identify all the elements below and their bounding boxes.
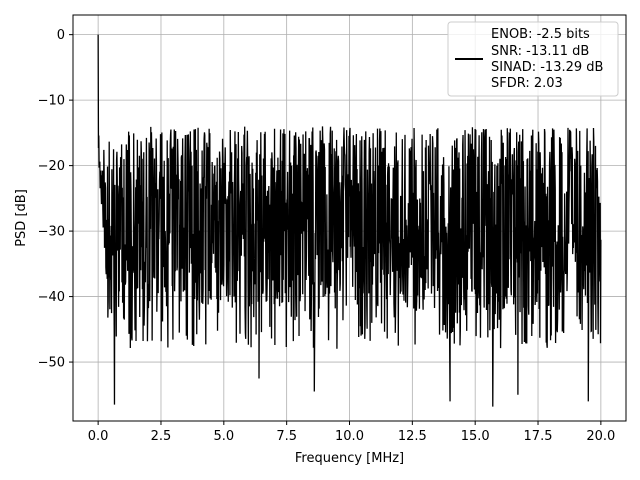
x-tick-label: 12.5 [398, 429, 427, 444]
y-tick-label: 0 [57, 28, 65, 43]
y-tick-label: −30 [38, 225, 65, 240]
y-axis-label: PSD [dB] [14, 189, 29, 247]
y-tick-label: −10 [38, 94, 65, 109]
series-layer [97, 34, 602, 407]
x-tick-label: 5.0 [213, 429, 234, 444]
x-tick-label: 0.0 [88, 429, 109, 444]
x-tick-label: 15.0 [461, 429, 490, 444]
x-tick-label: 10.0 [335, 429, 364, 444]
series-line [97, 34, 602, 407]
legend-box [447, 21, 619, 97]
legend-line-snr: SNR: -13.11 dB [491, 44, 589, 59]
y-tick-label: −50 [38, 356, 65, 371]
legend-line-enob: ENOB: -2.5 bits [491, 27, 590, 42]
x-tick-label: 2.5 [151, 429, 172, 444]
legend: ENOB: -2.5 bits SNR: -13.11 dB SINAD: -1… [447, 21, 619, 97]
x-tick-label: 20.0 [586, 429, 615, 444]
y-tick-label: −40 [38, 290, 65, 305]
legend-line-sfdr: SFDR: 2.03 [491, 76, 563, 91]
y-tick-label: −20 [38, 159, 65, 174]
ticks: 0.0 2.5 5.0 7.5 10.0 12.5 15.0 17.5 20.0 0 −10 −20 −… [38, 28, 616, 444]
x-tick-label: 7.5 [276, 429, 297, 444]
x-axis-label: Frequency [MHz] [295, 451, 404, 466]
legend-line-sinad: SINAD: -13.29 dB [491, 60, 603, 75]
x-tick-label: 17.5 [524, 429, 553, 444]
